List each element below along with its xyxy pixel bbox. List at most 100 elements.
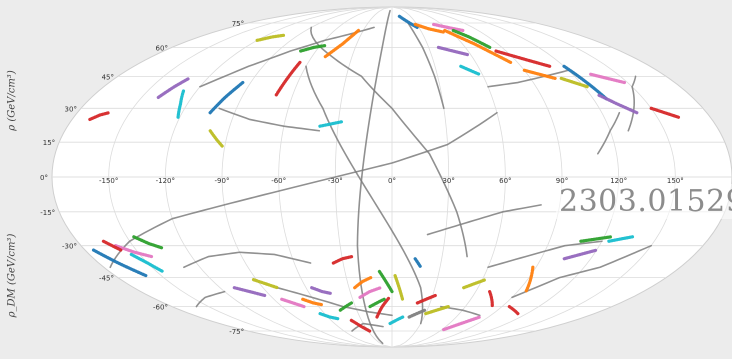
stream-track: [627, 75, 637, 132]
stream-member-stars: [301, 297, 324, 307]
stream-member-stars: [388, 315, 405, 326]
stream-track: [511, 244, 652, 299]
stream-member-stars: [393, 274, 405, 301]
stream-member-stars: [451, 28, 492, 49]
graticule-meridian: [391, 7, 563, 347]
lon-tick-label: -90°: [215, 177, 230, 185]
stream-track: [426, 204, 542, 236]
lon-tick-label: -30°: [328, 177, 343, 185]
stream-member-stars: [436, 45, 470, 57]
stream-member-stars: [424, 305, 450, 316]
stream-member-stars: [407, 308, 427, 319]
stream-member-stars: [415, 293, 437, 305]
stream-member-stars: [524, 265, 535, 294]
stream-member-stars: [413, 257, 423, 269]
stream-member-stars: [208, 80, 245, 115]
stream-member-stars: [607, 235, 635, 243]
stream-member-stars: [101, 239, 123, 252]
lat-tick-label: -15°: [40, 209, 55, 217]
stream-member-stars: [494, 49, 552, 68]
lon-tick-label: 30°: [442, 177, 454, 185]
stream-member-stars: [274, 60, 302, 97]
stream-member-stars: [156, 76, 191, 100]
longitude-tick-labels: -150° -120° -90° -60° -30° 0° 30° 60° 90° 120° 150…: [99, 177, 684, 185]
stream-member-stars: [562, 248, 599, 261]
stream-member-stars: [522, 68, 557, 80]
stream-member-stars: [488, 290, 494, 309]
stream-member-stars: [579, 235, 613, 243]
stream-member-stars: [649, 106, 681, 119]
lon-tick-label: -120°: [156, 177, 175, 185]
stream-member-stars: [255, 33, 286, 42]
stream-member-stars: [310, 286, 334, 296]
stream-member-stars: [559, 76, 589, 89]
lon-tick-label: 150°: [667, 177, 684, 185]
stream-member-stars: [358, 286, 383, 299]
stream-member-stars: [397, 14, 419, 29]
stream-member-stars: [299, 44, 327, 53]
graticule-meridian: [108, 7, 393, 347]
lat-tick-label: 15°: [43, 139, 55, 147]
lat-tick-label: -45°: [99, 275, 114, 283]
lat-tick-label: 45°: [102, 73, 114, 81]
arxiv-id-watermark: 2303.01529: [556, 184, 732, 219]
stream-member-stars: [443, 28, 513, 64]
lat-tick-label: -30°: [62, 243, 77, 251]
stream-track: [487, 69, 570, 88]
stream-track: [305, 65, 424, 325]
stream-member-stars: [462, 278, 487, 290]
stream-member-stars: [413, 22, 445, 34]
stream-member-stars: [88, 111, 111, 122]
stream-member-stars: [176, 89, 186, 119]
lon-tick-label: 90°: [556, 177, 568, 185]
stream-member-stars: [338, 301, 354, 312]
stream-member-stars: [113, 244, 154, 259]
stream-track: [310, 26, 468, 258]
stream-member-stars: [459, 64, 481, 76]
stream-member-stars: [91, 248, 148, 278]
stream-member-stars: [353, 276, 373, 290]
stream-member-stars: [323, 28, 361, 59]
graticule-meridian: [221, 7, 393, 347]
stream-member-stars: [375, 295, 391, 319]
stream-member-stars: [280, 297, 306, 309]
stream-member-stars: [232, 286, 267, 298]
stream-member-stars: [331, 254, 354, 265]
graticule-meridian: [391, 7, 506, 347]
graticule-meridian: [391, 7, 676, 347]
stream-member-stars: [432, 22, 465, 33]
stream-member-stars: [507, 305, 520, 316]
stream-track: [407, 22, 445, 110]
stream-track: [487, 240, 603, 269]
stream-track: [109, 111, 498, 269]
lat-tick-label: -75°: [229, 328, 244, 336]
stream-track: [351, 322, 384, 332]
lon-tick-label: -150°: [99, 177, 118, 185]
lat-tick-label: -60°: [153, 304, 168, 312]
stream-member-stars: [318, 120, 344, 128]
stream-member-stars: [597, 93, 639, 115]
graticule-meridian: [391, 7, 450, 347]
stream-track: [195, 290, 226, 308]
stream-layer: [88, 9, 681, 345]
graticule-meridian: [164, 7, 393, 347]
lat-tick-label: 30°: [65, 105, 77, 113]
graticule-meridian: [391, 7, 620, 347]
stream-track: [218, 107, 321, 132]
stream-track: [356, 9, 391, 345]
stream-member-stars: [129, 252, 165, 274]
lat-tick-label: 0°: [40, 174, 48, 182]
graticule: [52, 7, 732, 347]
stream-member-stars: [251, 278, 279, 290]
stream-member-stars: [318, 312, 340, 321]
stream-member-stars: [349, 318, 372, 333]
stream-member-stars: [562, 64, 609, 102]
lon-tick-label: 120°: [610, 177, 627, 185]
lat-tick-label: 75°: [232, 20, 244, 28]
stream-member-stars: [208, 129, 225, 149]
lat-tick-label: 60°: [156, 44, 168, 52]
lon-tick-label: -60°: [271, 177, 286, 185]
stream-track: [183, 251, 312, 269]
latitude-tick-labels: 75° 60° 45° 30° 15° 0° -15° -30° -45° -60° -75°: [40, 20, 244, 336]
